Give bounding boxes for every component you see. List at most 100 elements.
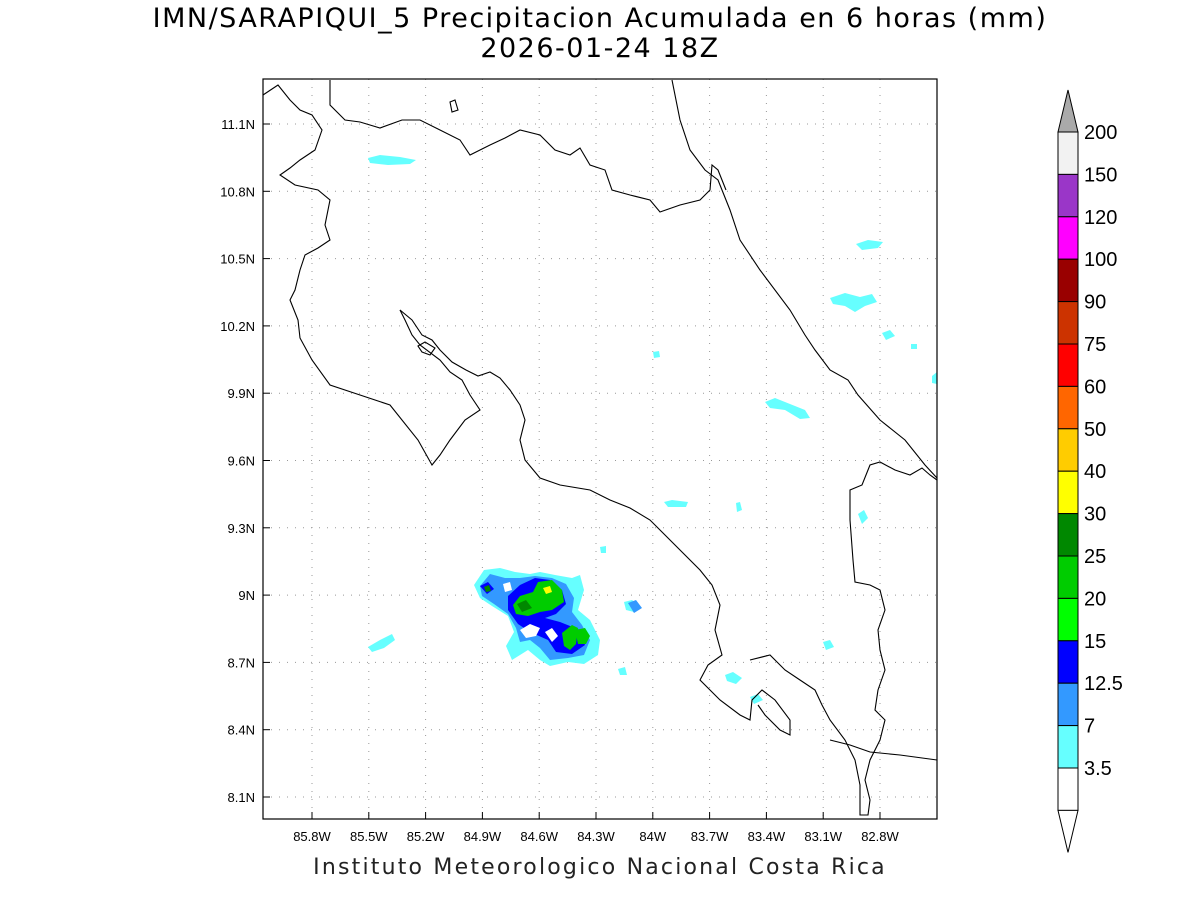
colorbar-label: 75 — [1084, 334, 1106, 356]
colorbar-swatch — [1057, 640, 1079, 684]
precip-patch-osa — [823, 640, 834, 650]
colorbar-label: 3.5 — [1084, 758, 1112, 780]
precip-patch-south3 — [750, 694, 763, 704]
colorbar-label: 90 — [1084, 292, 1106, 314]
colorbar-label: 50 — [1084, 419, 1106, 441]
colorbar-label: 40 — [1084, 461, 1106, 483]
latitude-axis: 11.1N 10.8N 10.5N 10.2N 9.9N 9.6N 9.3N 9N 8.7N 8.… — [220, 117, 270, 805]
lon-tick-label: 85.8W — [293, 829, 331, 844]
colorbar-swatch — [1057, 470, 1079, 515]
precip-patch-mid — [664, 500, 688, 507]
lon-tick-label: 84.6W — [520, 829, 558, 844]
colorbar-label: 12.5 — [1084, 673, 1123, 695]
precip-patch-dot2 — [911, 344, 917, 349]
nicaragua-border — [329, 80, 727, 213]
lon-tick-label: 83.1W — [804, 829, 842, 844]
lat-tick-label: 10.5N — [220, 252, 255, 267]
map-date: 2026-01-24 18Z — [480, 33, 720, 64]
precip-patch-dot3 — [932, 372, 937, 384]
colorbar-swatch — [1057, 343, 1079, 387]
colorbar-swatch — [1057, 428, 1079, 472]
colorbar-label: 60 — [1084, 376, 1106, 398]
precip-cluster-yellow — [543, 586, 552, 594]
lon-tick-label: 83.4W — [748, 829, 786, 844]
precip-patch-caribbean — [765, 398, 810, 419]
colorbar-swatch — [1057, 258, 1079, 303]
colorbar-swatch — [1057, 767, 1079, 811]
precip-patch-southeast — [858, 510, 868, 524]
colorbar-swatch — [1057, 385, 1079, 430]
footer-credit: Instituto Meteorologico Nacional Costa R… — [313, 855, 887, 880]
colorbar-arrow-top — [1057, 89, 1079, 133]
colorbar-label: 7 — [1084, 716, 1095, 738]
lon-tick-label: 83.7W — [691, 829, 729, 844]
lat-tick-label: 8.7N — [228, 655, 255, 670]
colorbar-label: 15 — [1084, 631, 1106, 653]
precip-patch-east — [830, 293, 877, 312]
precip-cell-west-core — [484, 585, 491, 592]
precip-patch-west — [368, 634, 395, 652]
lon-tick-label: 84W — [639, 829, 666, 844]
osa-peninsula — [749, 461, 938, 816]
colorbar-swatch — [1057, 555, 1079, 599]
precip-patch-mid2 — [736, 502, 742, 512]
colorbar-swatch — [1057, 597, 1079, 642]
precip-cluster-green3 — [575, 628, 590, 644]
precip-patch-north — [368, 155, 416, 165]
colorbar-swatch — [1057, 173, 1079, 218]
lat-tick-label: 10.2N — [220, 319, 255, 334]
precip-cluster-green2 — [562, 625, 578, 650]
colorbar-swatch — [1057, 513, 1079, 557]
colorbar-label: 150 — [1084, 164, 1117, 186]
lon-tick-label: 84.9W — [464, 829, 502, 844]
nicoya-island — [417, 341, 436, 356]
precip-cell-east — [628, 600, 642, 613]
lat-tick-label: 8.1N — [228, 790, 255, 805]
precip-patch-dot5 — [618, 667, 627, 675]
colorbar-label: 100 — [1084, 249, 1117, 271]
colorbar-swatch — [1057, 301, 1079, 345]
precip-patch-dot4 — [600, 546, 606, 553]
lat-tick-label: 11.1N — [221, 117, 255, 132]
lon-tick-label: 85.2W — [407, 829, 445, 844]
colorbar-label: 25 — [1084, 546, 1106, 568]
colorbar-swatch — [1057, 682, 1079, 727]
colorbar-label: 30 — [1084, 504, 1106, 526]
lon-tick-label: 82.8W — [861, 829, 899, 844]
panama-coast — [829, 739, 938, 761]
lon-tick-label: 84.3W — [577, 829, 615, 844]
colorbar-label: 200 — [1084, 122, 1117, 144]
caribbean-coast — [671, 79, 938, 479]
lon-tick-label: 85.5W — [350, 829, 388, 844]
precip-patch-east-small — [882, 330, 895, 340]
lat-tick-label: 9N — [238, 588, 255, 603]
lat-tick-label: 9.3N — [228, 521, 255, 536]
precip-hole-1 — [503, 582, 512, 592]
map-title: IMN/SARAPIQUI_5 Precipitacion Acumulada … — [152, 3, 1048, 34]
precipitation-field — [368, 155, 937, 704]
colorbar-label: 120 — [1084, 207, 1117, 229]
grid-lines — [263, 79, 937, 819]
colorbar-swatch — [1057, 131, 1079, 175]
colorbar-swatch — [1057, 725, 1079, 769]
precip-patch-dot1 — [653, 351, 660, 358]
precip-patch-south2 — [725, 672, 742, 684]
precip-patch-northeast — [856, 240, 883, 250]
coastline-borders — [262, 79, 938, 816]
precip-hole-3 — [545, 628, 558, 642]
lat-tick-label: 9.9N — [228, 386, 255, 401]
colorbar-label: 20 — [1084, 588, 1106, 610]
precip-hole-2 — [520, 624, 540, 638]
lake-island — [449, 99, 459, 113]
longitude-axis: 85.8W 85.5W 85.2W 84.9W 84.6W 84.3W 84W 83.7W 83… — [293, 812, 900, 844]
precip-cluster-darkgreen — [517, 600, 532, 612]
lat-tick-label: 8.4N — [228, 723, 255, 738]
colorbar: 200 150 120 100 90 75 60 50 40 30 25 20 15 12.5 7 3.5 — [1057, 89, 1123, 853]
nicoya-gulf-coast — [399, 309, 791, 736]
lat-tick-label: 10.8N — [220, 184, 255, 199]
colorbar-swatch — [1057, 216, 1079, 260]
colorbar-arrow-bottom — [1057, 809, 1079, 853]
plot-frame — [262, 78, 938, 820]
pacific-coast-north — [262, 84, 481, 466]
